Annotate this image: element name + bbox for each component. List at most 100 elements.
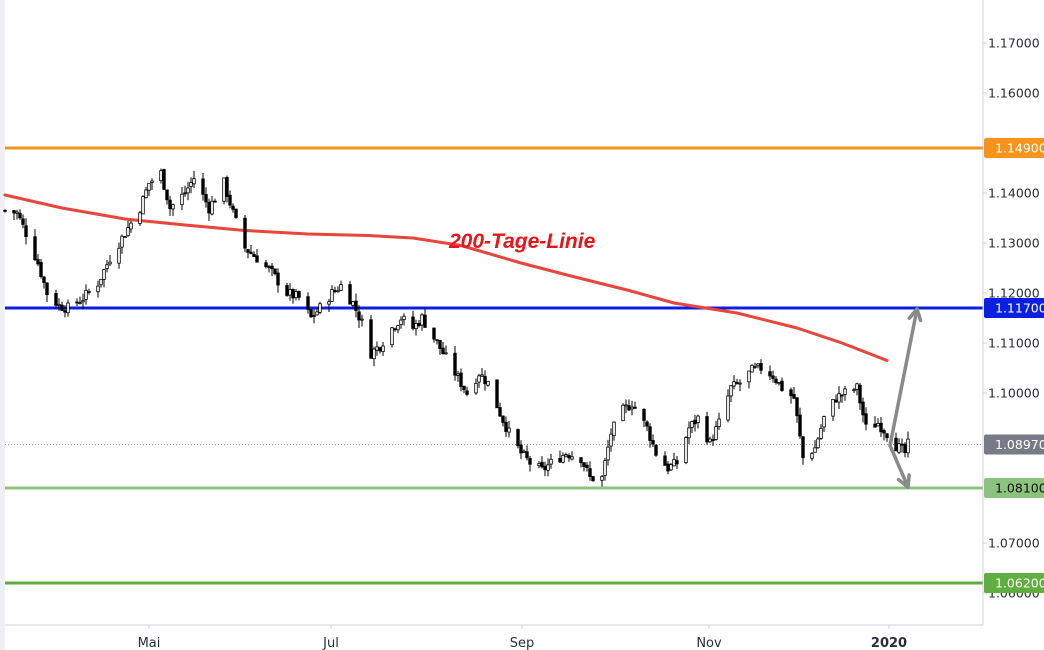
candle bbox=[708, 436, 712, 444]
candle-body bbox=[630, 406, 634, 410]
candle bbox=[201, 172, 205, 201]
candle bbox=[873, 416, 877, 428]
time-axis[interactable]: Mai Jul Sep Nov 2020 bbox=[138, 625, 907, 650]
candle bbox=[771, 370, 775, 383]
candle-body bbox=[717, 418, 721, 428]
candle bbox=[459, 368, 463, 392]
candle-body bbox=[12, 210, 16, 214]
candle bbox=[123, 235, 127, 239]
candle-body bbox=[735, 381, 739, 384]
candle bbox=[612, 421, 616, 441]
candle bbox=[117, 242, 121, 269]
candle-body bbox=[234, 208, 238, 218]
candle-body bbox=[675, 460, 679, 465]
candle bbox=[693, 415, 697, 432]
candle-body bbox=[495, 379, 499, 409]
candle bbox=[222, 177, 226, 205]
candle bbox=[57, 298, 61, 311]
forecast-arrows bbox=[888, 307, 923, 489]
candle bbox=[357, 305, 361, 328]
x-tick-label: Jul bbox=[322, 636, 339, 650]
badge-label: 1.11700 bbox=[995, 301, 1044, 316]
candle bbox=[360, 314, 364, 327]
candle-body bbox=[306, 296, 310, 310]
candle bbox=[606, 439, 610, 466]
candle-body bbox=[168, 199, 172, 210]
badge-box bbox=[984, 138, 1044, 158]
candle bbox=[327, 298, 331, 312]
candle bbox=[813, 440, 817, 453]
candle bbox=[60, 301, 64, 312]
candle bbox=[243, 214, 247, 253]
candle-body bbox=[204, 194, 208, 203]
candle bbox=[96, 280, 100, 298]
candle bbox=[570, 451, 574, 461]
candle-body bbox=[375, 346, 379, 351]
ma-line bbox=[3, 193, 889, 362]
candle-body bbox=[708, 438, 712, 443]
candle-body bbox=[465, 390, 469, 395]
candle-body bbox=[273, 268, 277, 275]
level-badge: 1.11700 bbox=[984, 298, 1044, 318]
candle-body bbox=[540, 461, 544, 468]
candle-body bbox=[141, 196, 145, 215]
candle bbox=[669, 462, 673, 472]
candle bbox=[318, 301, 322, 315]
candle-body bbox=[633, 406, 637, 409]
candle-body bbox=[654, 444, 658, 456]
candle-body bbox=[357, 311, 361, 321]
candle-body bbox=[354, 300, 358, 311]
candle-body bbox=[102, 269, 106, 280]
candle bbox=[348, 280, 352, 305]
candle bbox=[726, 389, 730, 423]
candle bbox=[495, 379, 499, 409]
candle-body bbox=[267, 266, 271, 269]
candle bbox=[900, 438, 904, 453]
candle-body bbox=[648, 426, 652, 441]
candle-body bbox=[285, 285, 289, 296]
candle bbox=[837, 386, 841, 410]
candle bbox=[231, 203, 235, 213]
candle-body bbox=[591, 476, 595, 482]
badge-label: 1.08100 bbox=[995, 481, 1044, 496]
candle-body bbox=[63, 310, 67, 313]
candle-body bbox=[318, 303, 322, 313]
price-axis-badges: 1.14900 1.11700 1.08100 1.06200 1.08970 bbox=[984, 138, 1044, 593]
candle-body bbox=[417, 323, 421, 327]
y-tick-label: 1.13000 bbox=[988, 236, 1040, 251]
candle-body bbox=[438, 339, 442, 350]
candle bbox=[213, 198, 217, 203]
candle-body bbox=[75, 301, 79, 304]
candle bbox=[816, 436, 820, 449]
candle bbox=[738, 379, 742, 392]
candle-body bbox=[105, 264, 109, 269]
candle bbox=[252, 251, 256, 257]
arrow-shaft bbox=[888, 443, 910, 489]
badge-box bbox=[984, 573, 1044, 593]
candle bbox=[78, 296, 82, 305]
candle-body bbox=[516, 429, 520, 447]
candle-body bbox=[747, 370, 751, 383]
candle-body bbox=[600, 476, 604, 481]
candle bbox=[225, 175, 229, 203]
price-axis[interactable]: 1.17000 1.16000 1.14000 1.13000 1.12000 1.110… bbox=[983, 36, 1040, 601]
level-badge: 1.08100 bbox=[984, 478, 1044, 498]
candle bbox=[768, 365, 772, 380]
candle bbox=[537, 461, 541, 469]
candle-body bbox=[609, 433, 613, 447]
candle-body bbox=[99, 278, 103, 286]
candle-body bbox=[567, 455, 571, 459]
candle bbox=[390, 326, 394, 348]
candle-body bbox=[819, 427, 823, 439]
candle bbox=[876, 418, 880, 427]
candle bbox=[438, 339, 442, 355]
candle bbox=[642, 408, 646, 427]
candle-body bbox=[264, 262, 268, 267]
candle bbox=[270, 263, 274, 277]
candle-body bbox=[420, 314, 424, 326]
candle bbox=[519, 440, 523, 460]
candle-body bbox=[18, 212, 22, 219]
candle-body bbox=[777, 382, 781, 385]
candle bbox=[564, 452, 568, 458]
